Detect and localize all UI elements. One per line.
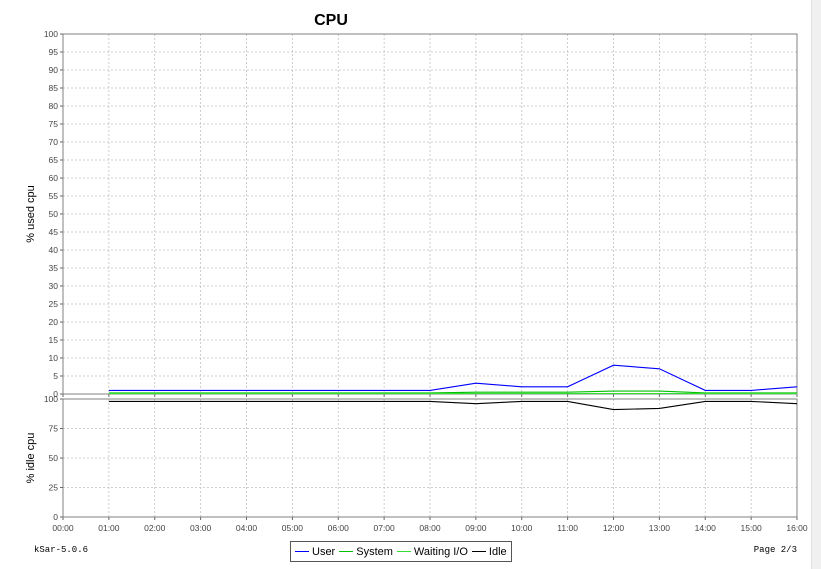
x-tick-label: 03:00	[190, 523, 212, 533]
y-tick-label: 25	[49, 483, 59, 493]
y-tick-label: 20	[49, 317, 59, 327]
y-tick-label: 35	[49, 263, 59, 273]
y-tick-label: 75	[49, 424, 59, 434]
y-tick-label: 10	[49, 353, 59, 363]
y-tick-label: 90	[49, 65, 59, 75]
y-tick-label: 75	[49, 119, 59, 129]
y-tick-label: 50	[49, 209, 59, 219]
legend-swatch	[396, 551, 411, 552]
y-axis-label-1: % used cpu	[25, 185, 37, 242]
y-tick-label: 100	[44, 394, 58, 404]
legend-item-user: User	[295, 546, 335, 558]
series-line-idle	[108, 400, 798, 411]
x-tick-label: 06:00	[328, 523, 350, 533]
legend-swatch	[295, 551, 309, 552]
y-tick-label: 15	[49, 335, 59, 345]
legend-label: User	[312, 545, 336, 558]
y-tick-label: 95	[49, 47, 59, 57]
y-tick-label: 40	[49, 245, 59, 255]
plot-area-2	[63, 399, 797, 517]
x-tick-label: 01:00	[98, 523, 120, 533]
y-tick-label: 0	[53, 512, 58, 522]
series-line-user	[108, 364, 798, 391]
y-tick-label: 5	[53, 371, 58, 381]
x-tick-label: 07:00	[373, 523, 395, 533]
x-tick-label: 15:00	[740, 523, 762, 533]
x-tick-label: 16:00	[786, 523, 808, 533]
y-tick-label: 55	[49, 191, 59, 201]
chart-title: CPU	[314, 12, 348, 29]
legend-swatch	[339, 551, 354, 552]
x-tick-label: 04:00	[236, 523, 258, 533]
y-tick-label: 70	[49, 137, 59, 147]
footer-page-number: Page 2/3	[753, 545, 797, 555]
y-tick-label: 45	[49, 227, 59, 237]
x-tick-label: 13:00	[649, 523, 671, 533]
chart-legend: User System Waiting I/O Idle	[290, 541, 512, 562]
x-tick-label: 05:00	[282, 523, 304, 533]
y-tick-label: 65	[49, 155, 59, 165]
y-axis-label-2: % idle cpu	[25, 433, 37, 484]
x-tick-label: 14:00	[695, 523, 717, 533]
y-tick-label: 30	[49, 281, 59, 291]
x-tick-label: 02:00	[144, 523, 166, 533]
y-tick-label: 80	[49, 101, 59, 111]
legend-item-system: System	[339, 546, 393, 558]
legend-label: Waiting I/O	[413, 545, 468, 558]
y-tick-label: 25	[49, 299, 59, 309]
legend-swatch	[471, 551, 486, 552]
x-tick-label: 10:00	[511, 523, 533, 533]
y-tick-label: 85	[49, 83, 59, 93]
series-line-system	[108, 390, 797, 394]
legend-item-waiting-i-o: Waiting I/O	[396, 545, 468, 558]
x-tick-label: 08:00	[419, 523, 441, 533]
vertical-scrollbar[interactable]	[811, 0, 821, 569]
y-tick-label: 60	[49, 173, 59, 183]
x-tick-label: 00:00	[52, 523, 74, 533]
legend-label: Idle	[488, 545, 507, 558]
legend-item-idle: Idle	[471, 545, 507, 558]
x-tick-label: 11:00	[557, 523, 578, 533]
y-tick-label: 100	[44, 29, 58, 39]
footer-version: kSar-5.0.6	[34, 545, 89, 555]
y-tick-label: 50	[49, 453, 59, 463]
y-tick-label: 0	[53, 389, 58, 399]
x-tick-label: 12:00	[603, 523, 625, 533]
legend-label: System	[356, 545, 393, 558]
plot-border-2	[62, 398, 798, 518]
x-tick-label: 09:00	[465, 523, 487, 533]
